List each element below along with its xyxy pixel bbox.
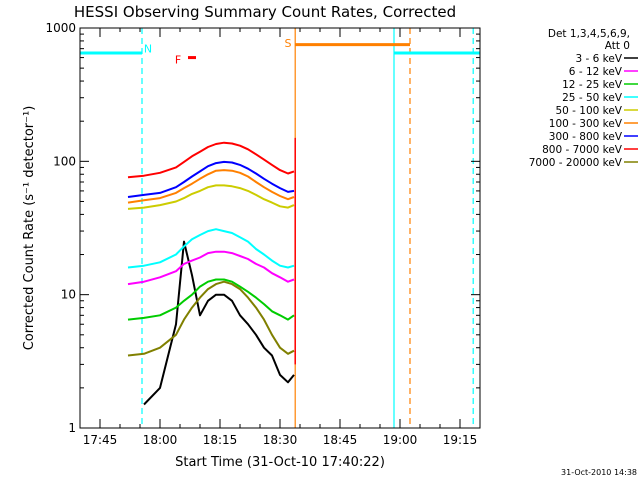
x-tick-label: 19:15: [443, 433, 478, 447]
x-axis-label: Start Time (31-Oct-10 17:40:22): [175, 455, 385, 470]
series-line: [143, 240, 295, 406]
legend-entry-label: 50 - 100 keV: [555, 105, 622, 117]
series-line: [127, 141, 295, 179]
legend-entry-label: 12 - 25 keV: [562, 79, 623, 91]
series-line: [127, 169, 295, 204]
legend-entry-label: 800 - 7000 keV: [542, 144, 623, 156]
y-tick-label: 10: [61, 288, 76, 302]
legend-header-line1: Det 1,3,4,5,6,9,: [548, 28, 630, 40]
legend-entry-label: 300 - 800 keV: [549, 131, 623, 143]
legend-header-line2: Att 0: [605, 40, 630, 52]
legend-entry-label: 3 - 6 keV: [575, 53, 622, 65]
legend-entry-label: 6 - 12 keV: [569, 66, 623, 78]
x-tick-label: 18:00: [143, 433, 178, 447]
marker-label: S: [285, 37, 292, 50]
marker-label: N: [144, 43, 152, 56]
series-line: [127, 250, 295, 286]
legend-entry-label: 7000 - 20000 keV: [529, 157, 623, 169]
y-tick-label: 1000: [45, 21, 76, 35]
plot-area: N F S: [80, 28, 480, 428]
plot-frame: [79, 27, 481, 429]
x-tick-label: 18:30: [263, 433, 298, 447]
legend-entry-label: 100 - 300 keV: [549, 118, 623, 130]
legend-entry-label: 25 - 50 keV: [562, 92, 623, 104]
series-line: [127, 160, 295, 198]
y-tick-label: 100: [53, 154, 76, 168]
series-line: [127, 278, 295, 321]
series-line: [127, 280, 295, 357]
y-tick-label: 1: [68, 421, 76, 435]
y-axis-label: Corrected Count Rate (s⁻¹ detector⁻¹): [22, 106, 37, 351]
x-tick-label: 18:15: [203, 433, 238, 447]
timestamp: 31-Oct-2010 14:38: [561, 468, 637, 477]
chart-title: HESSI Observing Summary Count Rates, Cor…: [74, 3, 456, 21]
marker-label: F: [175, 54, 181, 67]
axes: 17:45 18:00 18:15 18:30 18:45 19:00 19:15 1 10 10…: [45, 21, 481, 447]
x-tick-label: 17:45: [83, 433, 118, 447]
series-line: [127, 184, 295, 210]
x-tick-label: 19:00: [383, 433, 418, 447]
x-tick-label: 18:45: [323, 433, 358, 447]
series-line: [127, 228, 295, 269]
